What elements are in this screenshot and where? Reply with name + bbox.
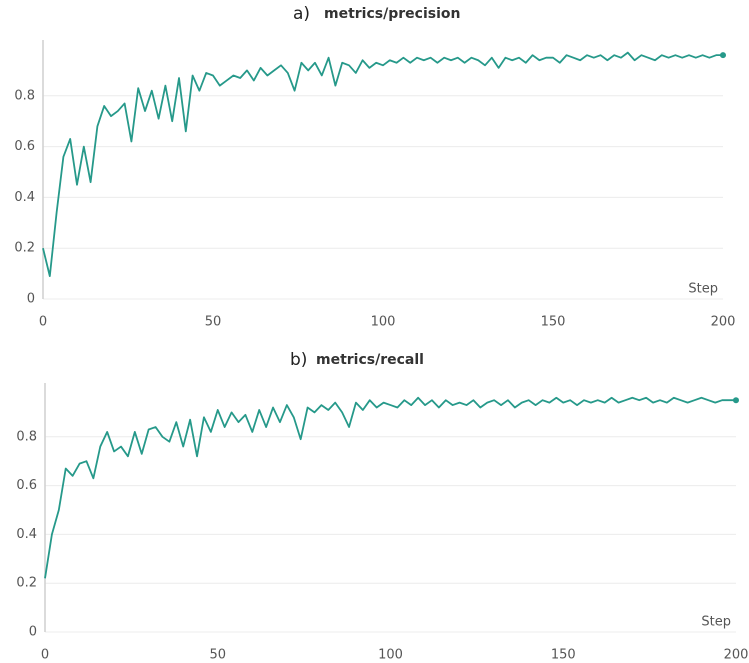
y-tick-label: 0.2 — [16, 576, 37, 591]
y-tick-label: 0.4 — [16, 527, 37, 542]
x-tick-label: 100 — [378, 648, 403, 663]
x-tick-label: 0 — [39, 315, 47, 330]
y-tick-label: 0 — [27, 292, 35, 307]
x-axis-label: Step — [688, 282, 718, 297]
chart-title: metrics/recall — [316, 352, 424, 368]
x-tick-label: 200 — [724, 648, 749, 663]
x-tick-label: 150 — [551, 648, 576, 663]
data-line — [44, 396, 736, 579]
x-tick-label: 50 — [205, 315, 222, 330]
data-line — [42, 51, 723, 278]
x-axis-label: Step — [701, 615, 731, 630]
y-tick-label: 0.6 — [16, 478, 37, 493]
y-tick-label: 0.2 — [14, 241, 35, 256]
y-tick-label: 0.6 — [14, 139, 35, 154]
chart-title: metrics/precision — [324, 6, 460, 22]
end-point — [720, 52, 726, 59]
x-tick-label: 200 — [711, 315, 736, 330]
panel-label: b) — [290, 350, 307, 370]
y-tick-label: 0 — [29, 625, 37, 640]
x-tick-label: 150 — [541, 315, 566, 330]
x-tick-label: 50 — [209, 648, 226, 663]
x-tick-label: 100 — [371, 315, 396, 330]
end-point — [733, 397, 739, 404]
y-tick-label: 0.8 — [14, 88, 35, 103]
panel-label: a) — [293, 4, 310, 24]
y-tick-label: 0.8 — [16, 429, 37, 444]
x-tick-label: 0 — [41, 648, 49, 663]
y-tick-label: 0.4 — [14, 190, 35, 205]
